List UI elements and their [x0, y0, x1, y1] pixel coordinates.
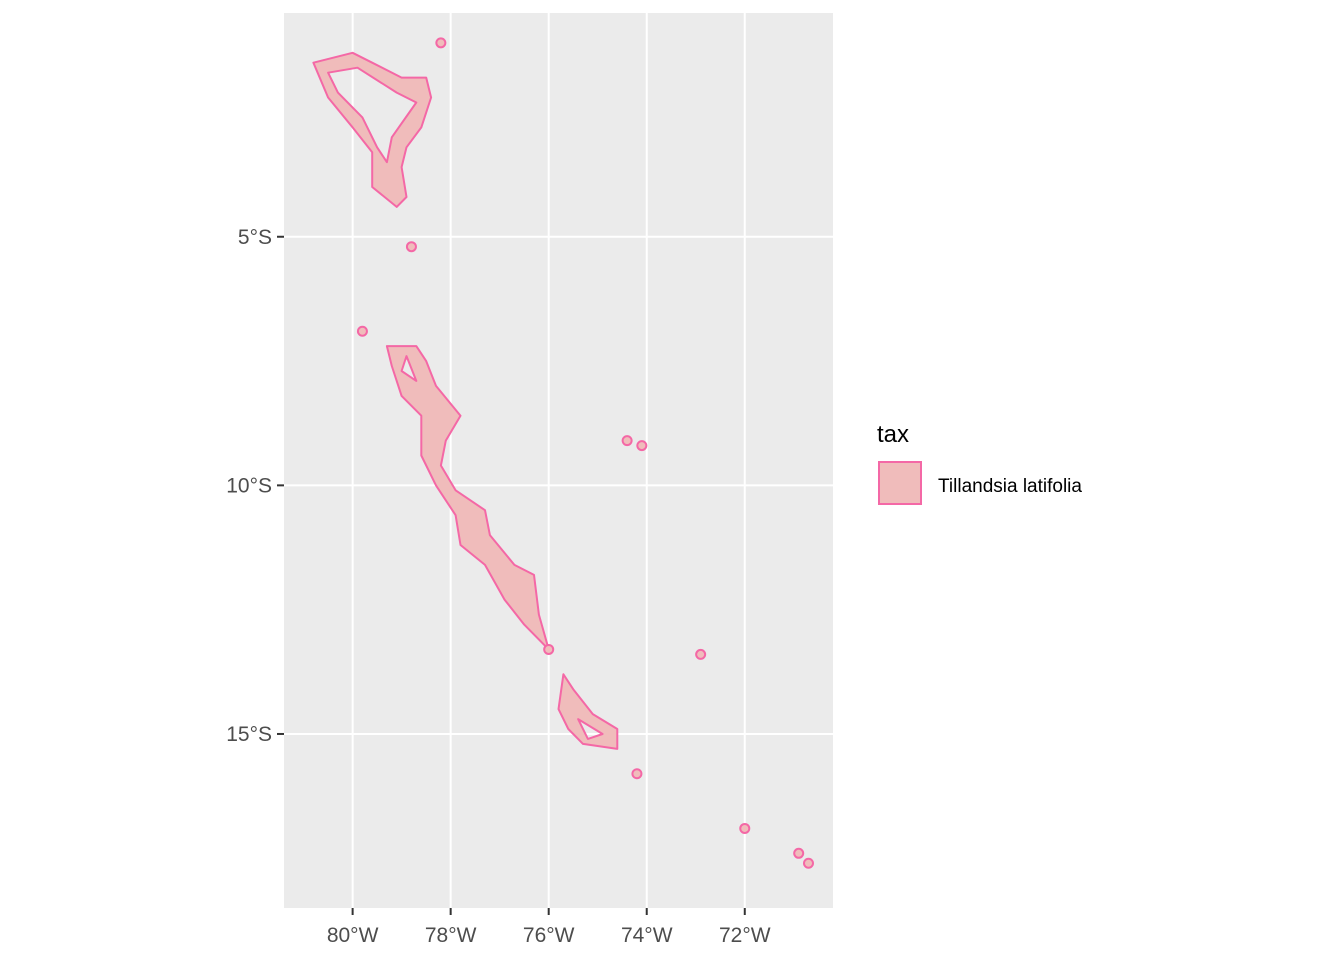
- plot-panel: [284, 13, 833, 908]
- y-axis: 5°S 10°S 15°S: [226, 226, 284, 746]
- gridlines: [284, 13, 833, 908]
- range-polygon-2: [557, 673, 619, 750]
- occurrence-point-5: [543, 643, 555, 655]
- occurrence-point-10: [802, 857, 814, 869]
- legend-key-tillandsia-latifolia: [878, 461, 922, 505]
- occurrence-point-6: [695, 648, 707, 660]
- legend: tax Tillandsia latifolia: [877, 421, 1082, 505]
- occurrence-point-8: [739, 822, 751, 834]
- x-tick-label-4: 72°W: [719, 924, 771, 947]
- occurrence-point-1: [405, 241, 417, 253]
- occurrence-points: [356, 37, 814, 869]
- x-tick-label-3: 74°W: [621, 924, 673, 947]
- x-tick-label-1: 78°W: [425, 924, 477, 947]
- y-tick-label-2: 15°S: [226, 723, 272, 746]
- range-polygon-1: [385, 345, 550, 651]
- x-tick-label-2: 76°W: [523, 924, 575, 947]
- range-polygons: [312, 51, 619, 750]
- legend-title: tax: [877, 421, 909, 448]
- x-tick-label-0: 80°W: [327, 924, 379, 947]
- occurrence-point-4: [636, 440, 648, 452]
- legend-label-tillandsia-latifolia: Tillandsia latifolia: [938, 476, 1082, 497]
- y-tick-label-0: 5°S: [238, 226, 272, 249]
- occurrence-point-0: [435, 37, 447, 49]
- y-tick-label-1: 10°S: [226, 474, 272, 497]
- occurrence-point-2: [356, 325, 368, 337]
- range-polygon-0: [312, 51, 433, 208]
- occurrence-point-3: [621, 435, 633, 447]
- occurrence-point-9: [793, 847, 805, 859]
- occurrence-point-7: [631, 768, 643, 780]
- x-axis: 80°W 78°W 76°W 74°W 72°W: [327, 908, 771, 947]
